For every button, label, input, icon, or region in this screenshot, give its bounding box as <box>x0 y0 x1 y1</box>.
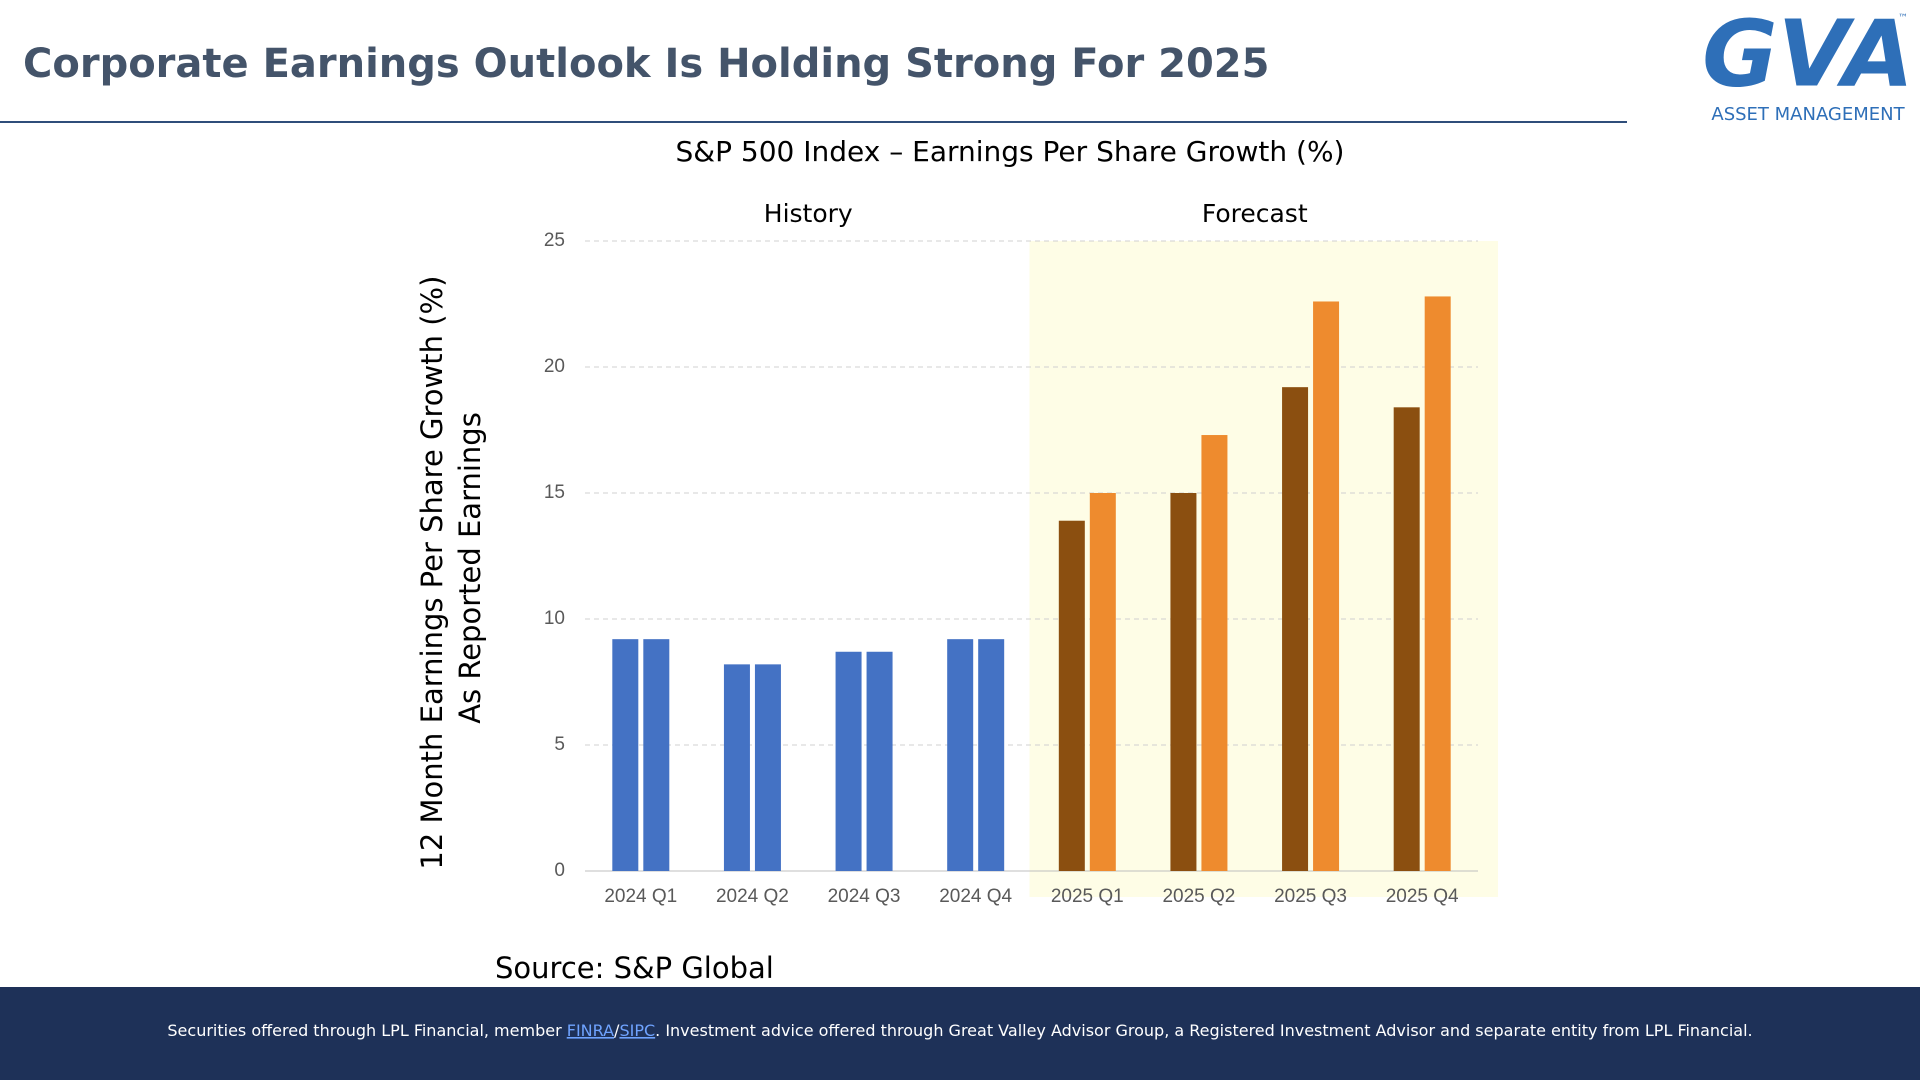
bar <box>1393 407 1420 871</box>
y-axis-label-line: 12 Month Earnings Per Share Growth (%) <box>415 276 449 870</box>
y-tick-label: 15 <box>544 482 565 503</box>
y-axis-label-line: As Reported Earnings <box>453 412 487 724</box>
annotation: History <box>764 199 853 228</box>
bar <box>1089 493 1116 871</box>
bar <box>612 639 639 871</box>
bar <box>754 664 781 871</box>
slide-title: Corporate Earnings Outlook Is Holding St… <box>23 41 1269 87</box>
y-tick-label: 20 <box>544 356 565 377</box>
bar <box>1313 301 1340 872</box>
footer-band <box>0 987 1920 1080</box>
y-tick-label: 5 <box>554 734 565 755</box>
bar <box>1201 435 1228 871</box>
x-tick-label: 2024 Q1 <box>604 886 677 907</box>
y-axis-label: 12 Month Earnings Per Share Growth (%) A… <box>415 266 487 869</box>
logo-tm: ™ <box>1898 13 1908 24</box>
footer-text-part: Securities offered through LPL Financial… <box>167 1021 566 1040</box>
bar <box>1170 493 1197 871</box>
y-tick-label: 10 <box>544 608 565 629</box>
x-tick-label: 2024 Q4 <box>939 886 1012 907</box>
logo-subtitle: ASSET MANAGEMENT <box>1711 104 1905 125</box>
bar <box>866 651 893 871</box>
x-tick-label: 2025 Q1 <box>1051 886 1124 907</box>
footer-text-part: . Investment advice offered through Grea… <box>655 1021 1752 1040</box>
chart-title: S&P 500 Index – Earnings Per Share Growt… <box>676 135 1345 168</box>
x-tick-label: 2025 Q4 <box>1386 886 1459 907</box>
bar <box>1282 387 1309 871</box>
plot: History Forecast 0 5 10 15 20 25 2024 Q1 2024 Q2 2… <box>544 199 1498 907</box>
bar <box>1424 296 1451 871</box>
annotation: Forecast <box>1202 199 1308 228</box>
source: Source: S&P Global <box>495 951 774 985</box>
x-tick-label: 2024 Q2 <box>716 886 789 907</box>
bar <box>1058 520 1085 871</box>
y-tick-label: 0 <box>554 860 565 881</box>
logo-mark: GVA <box>1702 0 1914 107</box>
footer-link[interactable]: SIPC <box>619 1021 655 1040</box>
footer-text-part: / <box>614 1021 620 1040</box>
bar <box>643 639 670 871</box>
x-tick-label: 2024 Q3 <box>828 886 901 907</box>
x-tick-label: 2025 Q2 <box>1162 886 1235 907</box>
y-tick-label: 25 <box>544 230 565 251</box>
bar <box>835 651 862 871</box>
bar <box>723 664 750 871</box>
bar <box>978 639 1005 871</box>
x-tick-label: 2025 Q3 <box>1274 886 1347 907</box>
footer-link[interactable]: FINRA <box>567 1021 614 1040</box>
bar <box>947 639 974 871</box>
footer-text: Securities offered through LPL Financial… <box>167 1021 1752 1040</box>
